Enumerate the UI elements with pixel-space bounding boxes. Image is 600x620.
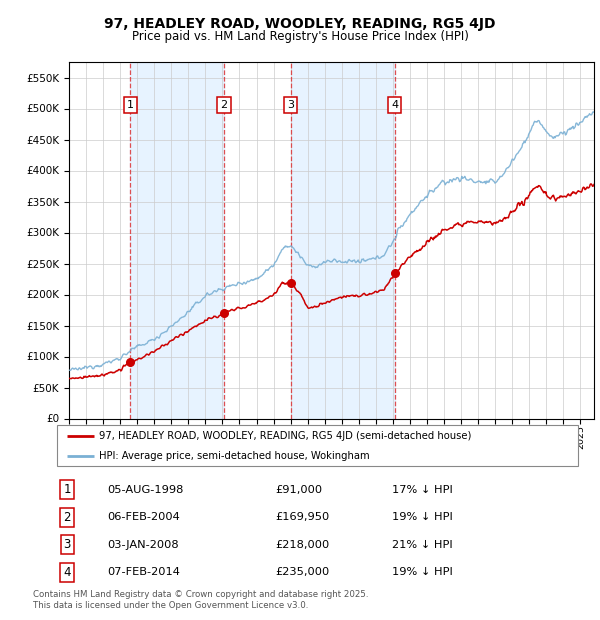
FancyBboxPatch shape [56, 425, 578, 466]
Bar [291, 62, 395, 419]
Text: Price paid vs. HM Land Registry's House Price Index (HPI): Price paid vs. HM Land Registry's House … [131, 30, 469, 43]
Text: 17% ↓ HPI: 17% ↓ HPI [392, 485, 453, 495]
Text: HPI: Average price, semi-detached house, Wokingham: HPI: Average price, semi-detached house,… [99, 451, 370, 461]
Text: £235,000: £235,000 [276, 567, 330, 577]
Text: Contains HM Land Registry data © Crown copyright and database right 2025.
This d: Contains HM Land Registry data © Crown c… [33, 590, 368, 609]
Text: £169,950: £169,950 [276, 512, 330, 522]
Text: 97, HEADLEY ROAD, WOODLEY, READING, RG5 4JD: 97, HEADLEY ROAD, WOODLEY, READING, RG5 … [104, 17, 496, 32]
Text: 19% ↓ HPI: 19% ↓ HPI [392, 512, 453, 522]
Text: 1: 1 [64, 483, 71, 496]
Text: 2: 2 [64, 511, 71, 523]
Text: 05-AUG-1998: 05-AUG-1998 [107, 485, 183, 495]
Text: 07-FEB-2014: 07-FEB-2014 [107, 567, 179, 577]
Text: 21% ↓ HPI: 21% ↓ HPI [392, 539, 452, 549]
Text: 97, HEADLEY ROAD, WOODLEY, READING, RG5 4JD (semi-detached house): 97, HEADLEY ROAD, WOODLEY, READING, RG5 … [99, 430, 471, 441]
Text: 1: 1 [127, 100, 134, 110]
Text: 3: 3 [287, 100, 294, 110]
Bar [130, 62, 224, 419]
Text: 2: 2 [221, 100, 227, 110]
Text: 4: 4 [391, 100, 398, 110]
Text: 4: 4 [64, 565, 71, 578]
Text: £91,000: £91,000 [276, 485, 323, 495]
Text: 06-FEB-2004: 06-FEB-2004 [107, 512, 179, 522]
Text: 19% ↓ HPI: 19% ↓ HPI [392, 567, 453, 577]
Text: 3: 3 [64, 538, 71, 551]
Text: 03-JAN-2008: 03-JAN-2008 [107, 539, 178, 549]
Text: £218,000: £218,000 [276, 539, 330, 549]
